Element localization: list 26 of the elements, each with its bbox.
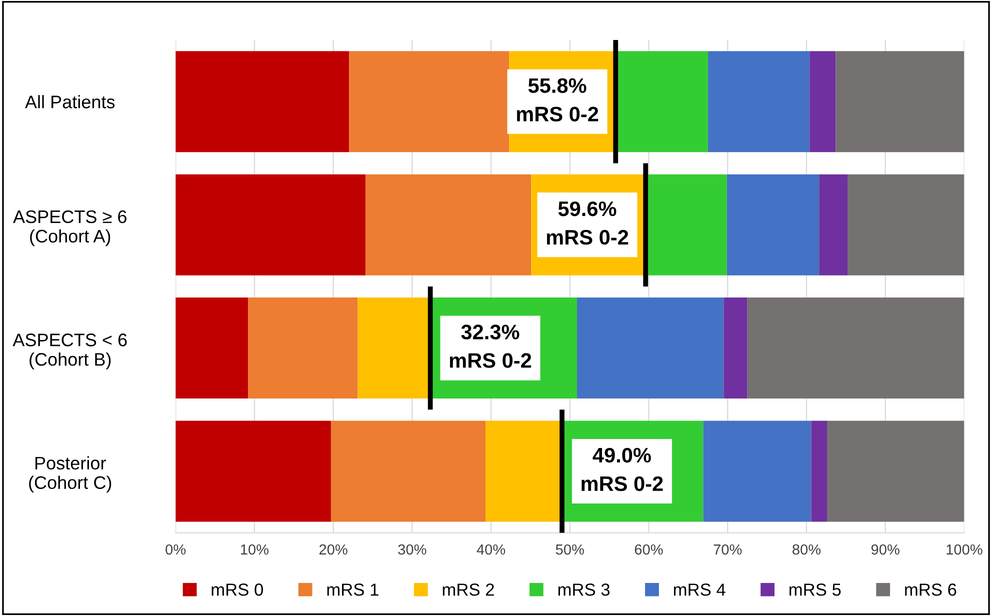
legend-label: mRS 4 <box>674 584 726 596</box>
annotation: 32.3% mRS 0-2 <box>450 324 532 368</box>
x-tick-label: 60% <box>634 544 663 555</box>
x-tick-label: 0% <box>166 544 186 555</box>
legend-label: mRS 3 <box>558 584 610 596</box>
x-tick-label: 10% <box>240 544 269 555</box>
y-tick-label: ASPECTS < 6 (Cohort B) <box>12 334 127 370</box>
x-tick-label: 50% <box>556 544 584 555</box>
x-tick-label: 80% <box>792 544 821 555</box>
x-tick-label: 40% <box>476 544 506 555</box>
legend-label: mRS 1 <box>327 584 378 596</box>
x-tick-label: 90% <box>871 544 900 555</box>
x-tick-label: 30% <box>398 544 426 555</box>
annotation: 49.0% mRS 0-2 <box>582 448 663 492</box>
y-tick-label: ASPECTS ≥ 6 (Cohort A) <box>13 210 126 246</box>
y-tick-label: Posterior (Cohort C) <box>29 456 112 493</box>
x-tick-label: 20% <box>319 544 348 555</box>
x-tick-label: 100% <box>946 544 982 555</box>
x-tick-label: 70% <box>714 544 742 555</box>
legend-label: mRS 0 <box>212 584 263 596</box>
legend-label: mRS 2 <box>442 584 494 596</box>
y-tick-label: All Patients <box>24 95 115 108</box>
legend-label: mRS 6 <box>905 584 956 596</box>
annotation: 55.8% mRS 0-2 <box>516 78 598 122</box>
legend-label: mRS 5 <box>790 584 841 596</box>
annotation: 59.6% mRS 0-2 <box>546 201 628 245</box>
